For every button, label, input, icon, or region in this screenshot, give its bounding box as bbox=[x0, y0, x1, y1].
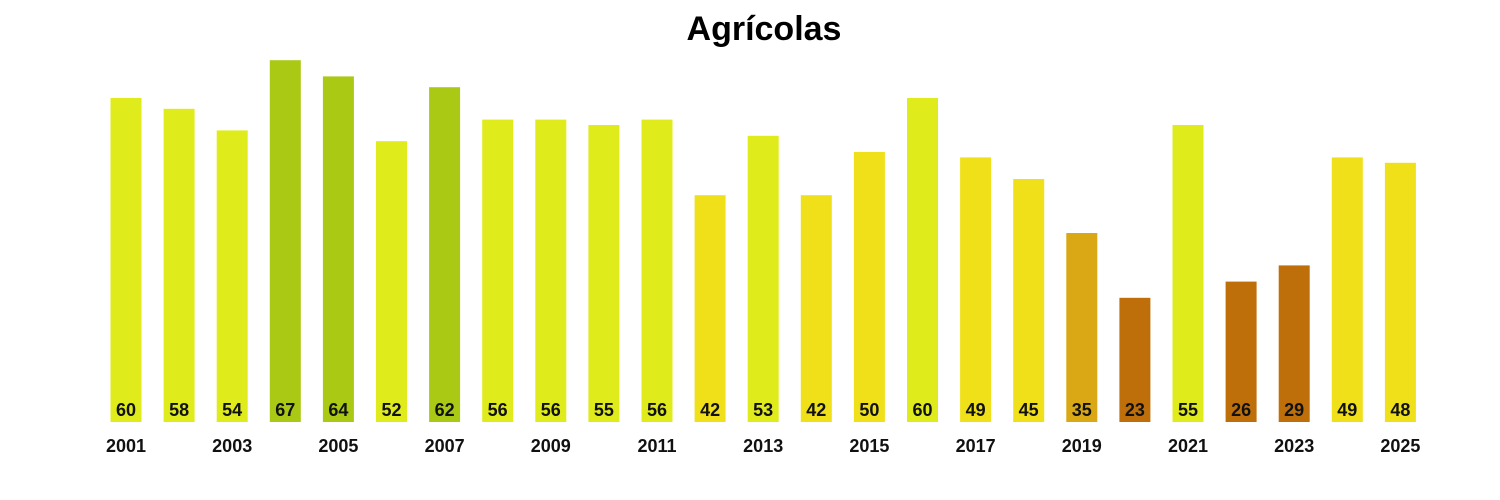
bar-value-label-2008: 56 bbox=[488, 400, 508, 420]
x-tick-label-2011: 2011 bbox=[637, 436, 676, 456]
bar-2020 bbox=[1119, 297, 1151, 422]
bar-value-label-2010: 55 bbox=[594, 400, 614, 420]
bar-2024 bbox=[1331, 157, 1363, 422]
bar-value-label-2021: 55 bbox=[1178, 400, 1198, 420]
bar-value-label-2016: 60 bbox=[912, 400, 932, 420]
bar-value-label-2020: 23 bbox=[1125, 400, 1145, 420]
bar-value-label-2003: 54 bbox=[222, 400, 242, 420]
bar-2010 bbox=[588, 125, 620, 422]
bar-2015 bbox=[853, 152, 885, 422]
bar-2002 bbox=[163, 108, 195, 423]
bar-2019 bbox=[1066, 233, 1098, 422]
bar-value-label-2005: 64 bbox=[328, 400, 348, 420]
x-tick-label-2025: 2025 bbox=[1380, 436, 1420, 456]
bar-2011 bbox=[641, 119, 673, 422]
bar-value-label-2006: 52 bbox=[381, 400, 401, 420]
bar-value-label-2017: 49 bbox=[966, 400, 986, 420]
bar-value-label-2011: 56 bbox=[647, 400, 667, 420]
chart-title: Agrícolas bbox=[686, 10, 842, 48]
bar-2022 bbox=[1225, 281, 1257, 422]
bar-2009 bbox=[535, 119, 567, 422]
x-tick-label-2021: 2021 bbox=[1168, 436, 1208, 456]
bar-2014 bbox=[800, 195, 832, 422]
x-tick-label-2015: 2015 bbox=[849, 436, 889, 456]
bar-value-label-2013: 53 bbox=[753, 400, 773, 420]
x-tick-label-2023: 2023 bbox=[1274, 436, 1314, 456]
bar-value-label-2001: 60 bbox=[116, 400, 136, 420]
bar-value-label-2019: 35 bbox=[1072, 400, 1092, 420]
bar-value-label-2023: 29 bbox=[1284, 400, 1304, 420]
bar-2012 bbox=[694, 195, 726, 422]
bar-value-labels: 60 58 54 67 64 52 62 56 56 55 56 42 53 42 50 60 49 45 35 23… bbox=[116, 400, 1410, 420]
bar-2007 bbox=[429, 87, 461, 422]
bar-value-label-2012: 42 bbox=[700, 400, 720, 420]
bar-value-label-2018: 45 bbox=[1019, 400, 1039, 420]
x-tick-label-2005: 2005 bbox=[318, 436, 358, 456]
bar-value-label-2022: 26 bbox=[1231, 400, 1251, 420]
bar-2013 bbox=[747, 135, 779, 423]
x-tick-label-2019: 2019 bbox=[1062, 436, 1102, 456]
bar-2025 bbox=[1384, 162, 1416, 423]
x-tick-label-2001: 2001 bbox=[106, 436, 146, 456]
bar-value-label-2004: 67 bbox=[275, 400, 295, 420]
bar-2021 bbox=[1172, 125, 1204, 422]
bar-value-label-2015: 50 bbox=[859, 400, 879, 420]
bar-value-label-2014: 42 bbox=[806, 400, 826, 420]
bar-2008 bbox=[482, 119, 514, 422]
bar-value-label-2002: 58 bbox=[169, 400, 189, 420]
bar-value-label-2024: 49 bbox=[1337, 400, 1357, 420]
x-tick-label-2017: 2017 bbox=[956, 436, 996, 456]
bar-2005 bbox=[322, 76, 354, 423]
bar-2006 bbox=[376, 141, 407, 422]
bar-2023 bbox=[1278, 265, 1310, 422]
x-axis-tick-labels: 2001 2003 2005 2007 2009 2011 2013 2015 2017 2019… bbox=[106, 436, 1420, 456]
bar-2001 bbox=[110, 98, 142, 422]
bar-2018 bbox=[1013, 179, 1045, 422]
bar-2017 bbox=[960, 157, 992, 422]
bar-2003 bbox=[216, 130, 248, 422]
bar-2004 bbox=[269, 60, 301, 422]
bars-group bbox=[110, 60, 1416, 423]
bar-2016 bbox=[907, 98, 938, 422]
x-tick-label-2003: 2003 bbox=[212, 436, 252, 456]
bar-value-label-2007: 62 bbox=[435, 400, 455, 420]
x-tick-label-2007: 2007 bbox=[425, 436, 465, 456]
x-tick-label-2009: 2009 bbox=[531, 436, 571, 456]
bar-value-label-2025: 48 bbox=[1390, 400, 1410, 420]
x-tick-label-2013: 2013 bbox=[743, 436, 783, 456]
bar-value-label-2009: 56 bbox=[541, 400, 561, 420]
